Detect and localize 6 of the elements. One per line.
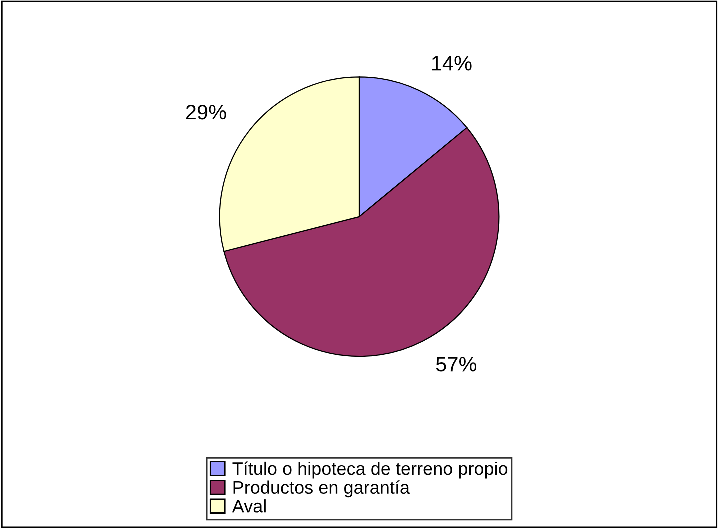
legend-label: Título o hipoteca de terreno propio <box>232 462 508 479</box>
data-label: 14% <box>432 56 472 71</box>
legend-label: Aval <box>232 500 266 513</box>
data-label: 29% <box>186 105 226 120</box>
data-label: 57% <box>436 357 477 372</box>
legend-label: Productos en garantía <box>234 480 410 498</box>
